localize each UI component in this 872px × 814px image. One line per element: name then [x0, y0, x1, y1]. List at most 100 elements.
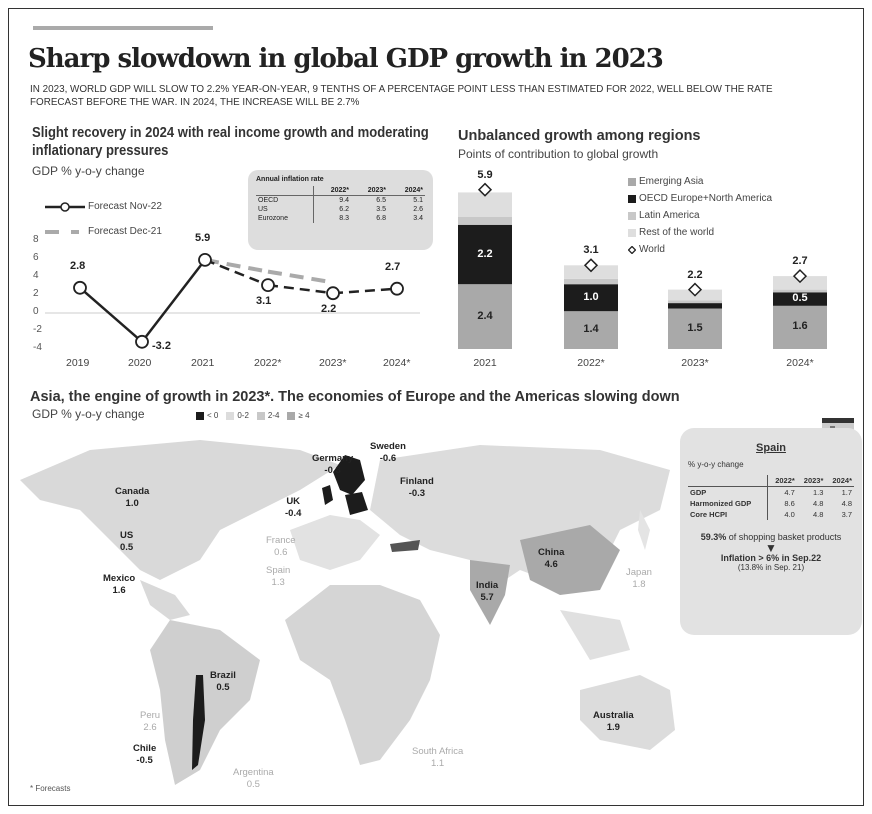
bar-value-label: 1.6: [792, 320, 808, 333]
country-name: Finland: [400, 476, 434, 487]
bar-value-label: 2.4: [477, 309, 493, 322]
country-label-india: India 5.7: [476, 580, 498, 604]
country-name: Australia: [593, 710, 634, 721]
bar-segment-emerging-asia: [458, 284, 512, 349]
inflation-table-box: Annual inflation rate 2022* 2023* 2024* OE…: [248, 170, 433, 250]
data-label: 2.2: [321, 303, 337, 316]
country-value: 1.6: [112, 585, 126, 596]
bar-segment-latin-america: [773, 289, 827, 293]
australia-shape: [580, 675, 675, 750]
data-point: [390, 281, 404, 296]
line-chart: [45, 252, 420, 349]
north-america-shape: [20, 440, 340, 580]
country-name: China: [538, 547, 565, 558]
y-tick-label: 6: [33, 252, 39, 263]
china-shape: [520, 525, 620, 595]
spain-subtitle: % y-o-y change: [688, 460, 744, 469]
scandinavia-shape: [333, 455, 365, 495]
india-shape: [470, 560, 510, 625]
legend-rest-of-world: Rest of the world: [628, 227, 714, 238]
legend-item: ≥ 4: [287, 411, 310, 420]
bar-segment-oecd-europe-north-america: [458, 224, 512, 285]
country-value: 5.7: [480, 592, 494, 603]
y-tick-label: 8: [33, 234, 39, 245]
forecast-nov22-segment: [332, 287, 398, 295]
spain-table: 2022* 2023* 2024* GDP 4.7 1.3 1.7 Harmonized …: [688, 475, 854, 520]
japan-shape: [638, 510, 650, 550]
legend-item: < 0: [196, 411, 218, 420]
uk-shape: [322, 485, 333, 505]
country-name: Brazil: [210, 670, 236, 681]
x-tick-label: 2022*: [254, 357, 282, 369]
country-value: 1.9: [606, 722, 620, 733]
country-name: Argentina: [233, 767, 274, 778]
forecast-nov22-segment: [141, 259, 206, 343]
country-name: US: [120, 530, 134, 541]
y-tick-label: 2: [33, 288, 39, 299]
bar-segment-emerging-asia: [564, 311, 618, 349]
spain-title: Spain: [756, 442, 786, 454]
world-value-label: 5.9: [477, 168, 493, 181]
country-name: India: [476, 580, 499, 591]
spain-note-basket: 59.3% of shopping basket products: [700, 532, 842, 542]
country-value: 4.6: [544, 559, 558, 570]
legend-latin-america: Latin America: [628, 210, 700, 221]
country-name: Mexico: [103, 573, 136, 584]
world-marker: [583, 258, 599, 273]
col-header: 2023*: [351, 186, 388, 196]
data-point: [198, 252, 212, 267]
bar-segment-latin-america: [458, 216, 512, 225]
bar-value-label: 0.5: [792, 292, 808, 305]
data-label: -3.2: [152, 339, 171, 352]
indonesia-shape: [560, 610, 630, 660]
line-chart-title: Slight recovery in 2024 with real income…: [32, 125, 429, 159]
world-marker: [477, 182, 493, 197]
y-tick-label: 4: [33, 270, 39, 281]
country-value: -0.3: [408, 488, 426, 499]
country-name: Canada: [115, 486, 150, 497]
forecast-nov22-segment: [204, 258, 269, 287]
data-label: 3.1: [256, 295, 272, 308]
map-title: Asia, the engine of growth in 2023*. The…: [30, 389, 680, 405]
bar-chart-title: Unbalanced growth among regions: [458, 128, 701, 144]
country-label-germany: Germany -0.3: [312, 453, 353, 477]
country-value: 2.6: [143, 722, 157, 733]
col-header: 2022*: [313, 186, 351, 196]
country-name: South Africa: [412, 746, 464, 757]
bar-chart: [458, 182, 827, 349]
world-marker: [687, 282, 703, 297]
x-tick-label: 2021: [191, 357, 215, 369]
country-label-argentina: Argentina 0.5: [233, 767, 274, 791]
decorative-bar: [33, 26, 213, 30]
country-label-uk: UK -0.4: [285, 496, 301, 520]
table-row: US 6.2 3.5 2.6: [256, 205, 423, 214]
country-value: 0.5: [216, 682, 230, 693]
country-label-brazil: Brazil 0.5: [210, 670, 236, 694]
bar-segment-oecd-europe-north-america: [773, 292, 827, 306]
bar-segment-emerging-asia: [668, 308, 722, 349]
europe-shape: [290, 515, 380, 570]
spain-box: Spain % y-o-y change 2022* 2023* 2024* GDP…: [680, 428, 862, 635]
asia-shape: [370, 445, 670, 590]
page-subtitle: IN 2023, WORLD GDP WILL SLOW TO 2.2% YEA…: [30, 83, 773, 108]
country-label-chile: Chile -0.5: [133, 743, 156, 767]
turkey-shape: [390, 540, 420, 552]
country-value: -0.5: [136, 755, 153, 766]
country-name: UK: [286, 496, 301, 507]
x-tick-label: 2024*: [786, 357, 814, 369]
country-name: Peru: [140, 710, 161, 721]
data-label: 5.9: [195, 231, 211, 244]
table-row: OECD 9.4 6.5 5.1: [256, 195, 423, 205]
country-value: 0.6: [274, 547, 288, 558]
country-label-australia: Australia 1.9: [593, 710, 634, 734]
footnote: * Forecasts: [30, 784, 71, 793]
x-tick-label: 2024*: [383, 357, 411, 369]
bar-segment-oecd-europe-north-america: [668, 303, 722, 309]
bar-segment-emerging-asia: [773, 305, 827, 349]
bar-segment-latin-america: [668, 300, 722, 304]
table-row: Core HCPI 4.0 4.8 3.7: [688, 509, 852, 520]
data-point: [135, 334, 149, 349]
country-name: Chile: [133, 743, 157, 754]
bar-value-label: 2.2: [477, 247, 493, 260]
legend-item: 2-4: [256, 411, 279, 420]
